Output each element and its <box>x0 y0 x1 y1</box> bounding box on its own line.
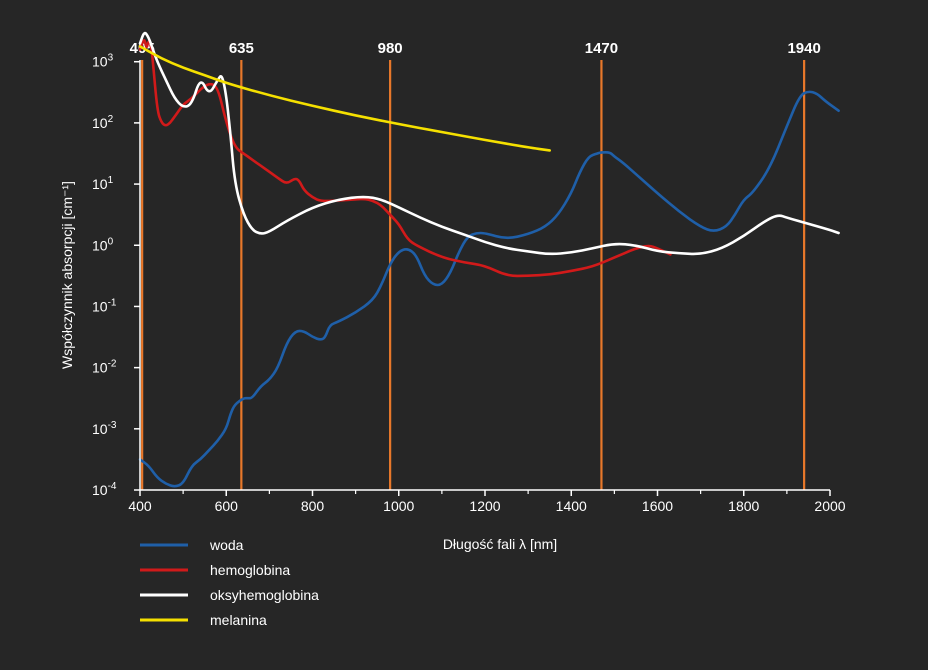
x-tick-label-1000: 1000 <box>383 498 414 514</box>
series-line-melanina <box>138 45 551 152</box>
x-tick-label-800: 800 <box>301 498 325 514</box>
y-tick-label--2: 10-2 <box>92 359 117 376</box>
series-line-woda <box>138 90 840 488</box>
series-line-oksyhemoglobina <box>138 31 840 256</box>
series-line-hemoglobina <box>138 39 672 278</box>
x-tick-label-1200: 1200 <box>469 498 500 514</box>
x-axis-label: Długość fali λ [nm] <box>443 536 557 552</box>
legend-label-oksyhemoglobina: oksyhemoglobina <box>210 587 319 603</box>
wavelength-markers: 405 635 980 1470 1940 <box>130 40 821 490</box>
legend-label-melanina: melanina <box>210 612 267 628</box>
x-tick-label-1800: 1800 <box>728 498 759 514</box>
ticks: 400 600 800 1000 1200 1400 1600 1800 2000 103 102 1… <box>92 53 846 514</box>
x-tick-label-600: 600 <box>215 498 239 514</box>
legend-label-hemoglobina: hemoglobina <box>210 562 290 578</box>
y-tick-label-0: 100 <box>92 236 114 253</box>
series-lines <box>138 31 840 488</box>
y-tick-label--3: 10-3 <box>92 420 117 437</box>
marker-label-1940: 1940 <box>787 40 820 57</box>
y-axis-label: Współczynnik absorpcji [cm⁻¹] <box>59 181 75 369</box>
x-tick-label-2000: 2000 <box>814 498 845 514</box>
marker-label-1470: 1470 <box>585 40 618 57</box>
legend: woda hemoglobina oksyhemoglobina melanina <box>140 537 319 628</box>
y-tick-label--4: 10-4 <box>92 481 117 498</box>
marker-label-980: 980 <box>378 40 403 57</box>
x-tick-label-1400: 1400 <box>556 498 587 514</box>
x-tick-label-400: 400 <box>128 498 152 514</box>
axes <box>139 60 830 491</box>
y-tick-label-1: 101 <box>92 175 114 192</box>
x-tick-label-1600: 1600 <box>642 498 673 514</box>
y-tick-label-2: 102 <box>92 114 114 131</box>
y-tick-label-3: 103 <box>92 53 114 70</box>
y-tick-label--1: 10-1 <box>92 297 117 314</box>
marker-label-635: 635 <box>229 40 254 57</box>
legend-label-woda: woda <box>209 537 244 553</box>
